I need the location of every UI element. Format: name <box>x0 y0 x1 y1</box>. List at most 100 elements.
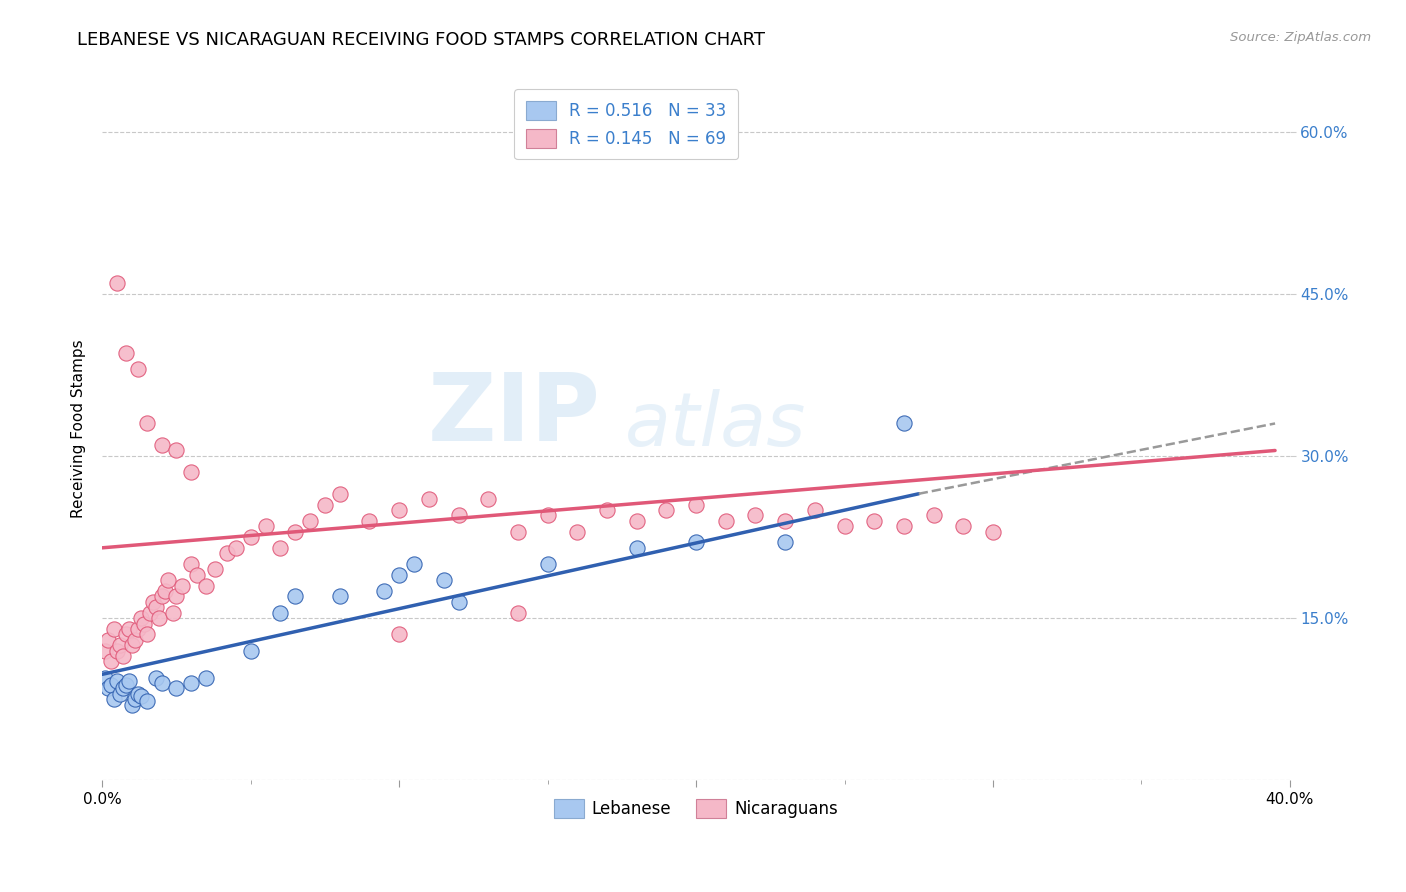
Point <box>111 681 134 696</box>
Point <box>165 590 187 604</box>
Point <box>388 567 411 582</box>
Y-axis label: Receiving Food Stamps: Receiving Food Stamps <box>72 340 86 518</box>
Point <box>388 503 411 517</box>
Point <box>105 643 128 657</box>
Point <box>388 627 411 641</box>
Text: LEBANESE VS NICARAGUAN RECEIVING FOOD STAMPS CORRELATION CHART: LEBANESE VS NICARAGUAN RECEIVING FOOD ST… <box>77 31 765 49</box>
Point <box>447 508 470 523</box>
Point <box>329 590 352 604</box>
Point <box>165 443 187 458</box>
Point <box>254 519 277 533</box>
Point <box>150 438 173 452</box>
Point <box>121 698 143 712</box>
Point <box>567 524 589 539</box>
Point <box>284 590 307 604</box>
Point <box>103 622 125 636</box>
Point <box>100 678 122 692</box>
Text: Source: ZipAtlas.com: Source: ZipAtlas.com <box>1230 31 1371 45</box>
Legend: Lebanese, Nicaraguans: Lebanese, Nicaraguans <box>547 792 845 825</box>
Point <box>97 681 120 696</box>
Point <box>145 600 167 615</box>
Point <box>115 678 138 692</box>
Point <box>127 362 149 376</box>
Point <box>172 579 194 593</box>
Point <box>922 508 945 523</box>
Point <box>127 687 149 701</box>
Point <box>118 622 141 636</box>
Point <box>536 557 558 571</box>
Point <box>108 638 131 652</box>
Point <box>153 584 176 599</box>
Point <box>124 632 146 647</box>
Point <box>135 627 157 641</box>
Point <box>685 498 707 512</box>
Point <box>981 524 1004 539</box>
Point <box>138 606 160 620</box>
Point <box>893 519 915 533</box>
Text: atlas: atlas <box>624 389 806 461</box>
Point <box>148 611 170 625</box>
Point <box>314 498 336 512</box>
Point <box>204 562 226 576</box>
Point <box>132 616 155 631</box>
Point <box>94 671 117 685</box>
Point <box>714 514 737 528</box>
Point <box>145 671 167 685</box>
Point <box>596 503 619 517</box>
Point <box>180 676 202 690</box>
Point <box>129 689 152 703</box>
Point <box>685 535 707 549</box>
Point <box>215 546 238 560</box>
Point <box>402 557 425 571</box>
Point <box>773 514 796 528</box>
Point <box>180 557 202 571</box>
Point <box>180 465 202 479</box>
Point <box>195 671 218 685</box>
Point <box>150 676 173 690</box>
Point <box>105 673 128 688</box>
Point <box>329 487 352 501</box>
Point <box>124 692 146 706</box>
Point <box>506 524 529 539</box>
Point <box>115 627 138 641</box>
Point <box>863 514 886 528</box>
Point <box>195 579 218 593</box>
Point <box>118 673 141 688</box>
Point <box>135 694 157 708</box>
Point <box>373 584 395 599</box>
Point <box>626 514 648 528</box>
Point <box>893 417 915 431</box>
Point <box>129 611 152 625</box>
Point <box>773 535 796 549</box>
Point <box>103 692 125 706</box>
Point <box>111 648 134 663</box>
Point <box>105 276 128 290</box>
Point <box>150 590 173 604</box>
Point <box>269 606 291 620</box>
Point <box>447 595 470 609</box>
Point <box>269 541 291 555</box>
Text: ZIP: ZIP <box>429 368 600 461</box>
Point <box>359 514 381 528</box>
Point <box>284 524 307 539</box>
Point <box>239 643 262 657</box>
Point <box>536 508 558 523</box>
Point <box>477 492 499 507</box>
Point <box>506 606 529 620</box>
Point <box>100 654 122 668</box>
Point <box>142 595 165 609</box>
Point <box>127 622 149 636</box>
Point <box>186 567 208 582</box>
Point <box>433 574 456 588</box>
Point <box>952 519 974 533</box>
Point <box>655 503 678 517</box>
Point <box>162 606 184 620</box>
Point <box>418 492 440 507</box>
Point <box>115 346 138 360</box>
Point <box>299 514 322 528</box>
Point <box>94 643 117 657</box>
Point <box>97 632 120 647</box>
Point <box>165 681 187 696</box>
Point <box>834 519 856 533</box>
Point <box>225 541 247 555</box>
